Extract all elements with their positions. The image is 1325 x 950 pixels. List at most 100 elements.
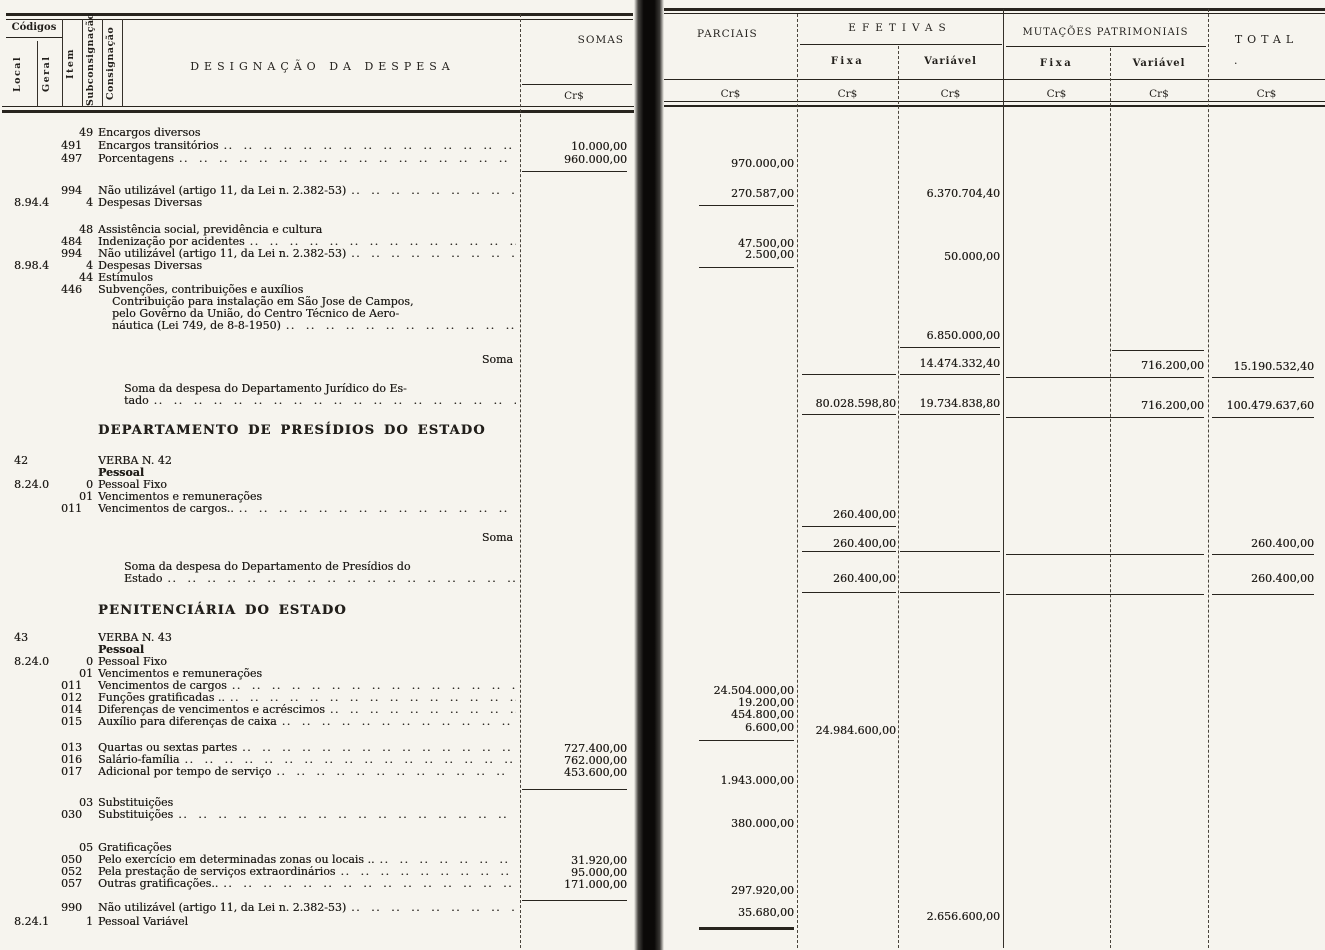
sum-rule-total [1212, 594, 1314, 595]
code-item: 013 [61, 741, 82, 754]
codes-divider-1 [37, 41, 38, 107]
code-item: 012 [61, 691, 82, 704]
row-text: VERBA N. 42 [98, 455, 516, 467]
sum-rule-mut-both [1006, 594, 1204, 595]
amount-mut-var: 716.200,00 [1141, 359, 1204, 372]
dot-leaders: .. .. .. .. .. .. .. .. .. .. .. .. .. .… [223, 878, 516, 890]
left-top-rule [6, 13, 633, 16]
designacao-text: Pessoal [98, 467, 145, 479]
amount-total: 260.400,00 [1251, 572, 1314, 585]
sum-rule-efet-fixa [802, 374, 896, 375]
designacao-text: Pelo exercício em determinadas zonas ou … [98, 854, 375, 866]
left-page: Códigos Local Geral Item Subconsignação … [0, 0, 634, 950]
designacao-header: DESIGNAÇÃO DA DESPESA [190, 60, 455, 73]
row-text: Pelo exercício em determinadas zonas ou … [98, 854, 516, 866]
dot-leaders: .. .. .. .. .. .. .. .. .. .. .. .. .. .… [229, 692, 516, 704]
efetivas-divider-line [898, 46, 899, 948]
sum-rule-total [1212, 417, 1314, 418]
somas-cr-rule [522, 84, 632, 85]
row-text: Pessoal Variável [98, 916, 516, 928]
row-text: Funções gratificadas .. .. .. .. .. .. .… [98, 692, 516, 704]
designacao-text: Soma da despesa do Departamento Jurídico… [124, 383, 407, 395]
sum-rule-efet-var [900, 592, 1000, 593]
designacao-text: Encargos transitórios [98, 140, 219, 152]
amount-efet-var: 50.000,00 [944, 250, 1000, 263]
amount-efet-var: 6.850.000,00 [926, 329, 1000, 342]
designacao-text: Soma da despesa do Departamento de Presí… [124, 561, 411, 573]
sum-rule-mut-var [1112, 350, 1204, 351]
sum-rule-somas [522, 900, 627, 901]
row-text: Substituições .. .. .. .. .. .. .. .. ..… [98, 809, 516, 821]
mutacoes-variavel-header: Variável [1132, 58, 1186, 69]
row-text: Não utilizável (artigo 11, da Lei n. 2.3… [98, 248, 516, 260]
amount-somas: 762.000,00 [564, 754, 627, 767]
designacao-text: Vencimentos de cargos.. [98, 503, 234, 515]
dot-leaders: .. .. .. .. .. .. .. .. .. .. .. .. .. .… [285, 320, 516, 332]
sum-rule-efet-var [900, 551, 1000, 552]
designacao-text: Outras gratificações.. [98, 878, 219, 890]
somas-header: SOMAS [577, 34, 624, 46]
code-item: 994 [61, 184, 82, 197]
code-group: 4 [86, 196, 93, 209]
designacao-text: Vencimentos de cargos [98, 680, 227, 692]
designacao-text: Não utilizável (artigo 11, da Lei n. 2.3… [98, 902, 347, 914]
section-heading: DEPARTAMENTO DE PRESÍDIOS DO ESTADO [98, 423, 486, 438]
code-item: 052 [61, 865, 82, 878]
code-group: 4 [86, 259, 93, 272]
designacao-text: Pessoal [98, 644, 145, 656]
right-top-rule-2 [664, 13, 1325, 14]
dot-leaders: .. .. .. .. .. .. .. .. .. .. .. .. .. .… [178, 153, 516, 165]
code-item: 017 [61, 765, 82, 778]
row-text: Pessoal [98, 467, 516, 479]
code-item: 030 [61, 808, 82, 821]
sum-rule-somas [522, 789, 627, 790]
amount-efet-fixa: 260.400,00 [833, 508, 896, 521]
amount-parciais: 454.800,00 [731, 708, 794, 721]
right-cr-rule [664, 79, 1325, 80]
designacao-text: Gratificações [98, 842, 172, 854]
row-text: Encargos diversos [98, 127, 516, 139]
code-item: 446 [61, 283, 82, 296]
designacao-text: Pessoal Fixo [98, 479, 167, 491]
dot-leaders: .. .. .. .. .. .. .. .. .. .. .. .. .. .… [276, 766, 516, 778]
efetivas-variavel-header: Variável [924, 56, 977, 67]
row-text: tado .. .. .. .. .. .. .. .. .. .. .. ..… [124, 395, 516, 407]
amount-parciais: 6.600,00 [745, 721, 794, 734]
designacao-text: Pela prestação de serviços extraordinári… [98, 866, 336, 878]
row-text: Quartas ou sextas partes .. .. .. .. .. … [98, 742, 516, 754]
code-item: 011 [61, 502, 82, 515]
efetivas-fixa-header: Fixa [830, 56, 865, 67]
dot-leaders: .. .. .. .. .. .. .. .. .. .. .. .. .. .… [178, 809, 516, 821]
designacao-text: Funções gratificadas .. [98, 692, 225, 704]
code-item: 491 [61, 139, 82, 152]
row-text: Diferenças de vencimentos e acréscimos .… [98, 704, 516, 716]
sum-rule-total [1212, 377, 1314, 378]
sum-rule-parciais [699, 740, 794, 741]
row-text: Vencimentos e remunerações [98, 668, 516, 680]
sum-rule-parciais [699, 267, 794, 268]
designacao-text: Despesas Diversas [98, 197, 203, 209]
dot-leaders: .. .. .. .. .. .. .. .. .. .. .. .. .. .… [231, 680, 516, 692]
amount-efet-var: 19.734.838,80 [919, 397, 1000, 410]
soma-label: Soma [481, 531, 513, 544]
designacao-text: Pessoal Variável [98, 916, 188, 928]
row-text: Não utilizável (artigo 11, da Lei n. 2.3… [98, 185, 516, 197]
row-text: Adicional por tempo de serviço .. .. .. … [98, 766, 516, 778]
row-text: Não utilizável (artigo 11, da Lei n. 2.3… [98, 902, 516, 914]
sum-rule-efet-var [900, 414, 1000, 415]
amount-somas: 960.000,00 [564, 153, 627, 166]
code-item: 484 [61, 235, 82, 248]
amount-parciais: 19.200,00 [738, 696, 794, 709]
parciais-header: PARCIAIS [697, 28, 758, 40]
row-text: Auxílio para diferenças de caixa .. .. .… [98, 716, 516, 728]
efetivas-header: EFETIVAS [848, 22, 952, 34]
designacao-text: VERBA N. 43 [98, 632, 172, 644]
amount-somas: 31.920,00 [571, 854, 627, 867]
row-text: Soma da despesa do Departamento Jurídico… [124, 383, 516, 395]
row-text: Substituições [98, 797, 516, 809]
right-header-bottom-rule-2 [664, 104, 1325, 107]
code-group: 03 [79, 796, 93, 809]
row-text: Encargos transitórios .. .. .. .. .. .. … [98, 140, 516, 152]
mutacoes-fixa-currency: Cr$ [1046, 88, 1067, 100]
